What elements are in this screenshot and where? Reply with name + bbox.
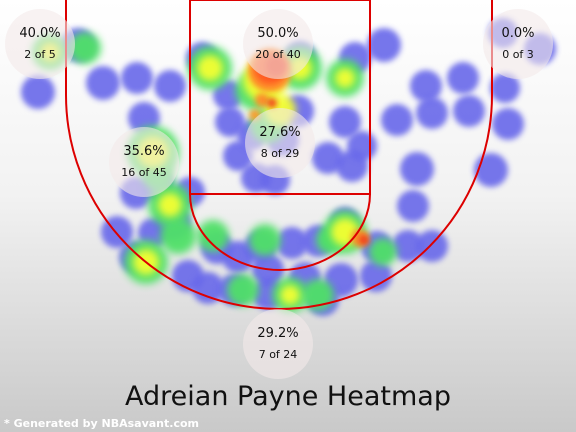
zone-count: 7 of 24 bbox=[259, 348, 298, 361]
heat-blob-mid bbox=[197, 220, 229, 252]
zone-bubble bbox=[245, 108, 315, 178]
heat-blob-low bbox=[492, 108, 524, 140]
zone-bubble bbox=[243, 309, 313, 379]
heat-blob-mid bbox=[369, 238, 397, 266]
zone-bubble bbox=[109, 127, 179, 197]
heat-blob-low bbox=[367, 28, 401, 62]
heat-blob-high bbox=[335, 68, 355, 88]
heat-blob-low bbox=[416, 97, 448, 129]
heat-blob-high bbox=[197, 55, 223, 81]
heat-blob-low bbox=[276, 227, 308, 259]
chart-title: Adreian Payne Heatmap bbox=[125, 381, 451, 412]
zone-above-break-three: 29.2% 7 of 24 bbox=[243, 309, 313, 379]
heat-blob-low bbox=[192, 272, 224, 304]
paint-rectangle bbox=[189, 0, 371, 195]
zone-count: 20 of 40 bbox=[255, 48, 301, 61]
heat-blob-low bbox=[215, 107, 245, 137]
heat-blob-low bbox=[416, 230, 448, 262]
heat-blob-mid bbox=[69, 32, 101, 64]
heat-blob-low bbox=[392, 230, 424, 262]
heat-blob-hot bbox=[359, 235, 369, 245]
zone-mid-range-left: 35.6% 16 of 45 bbox=[109, 127, 179, 197]
heat-blob-low bbox=[121, 62, 153, 94]
heat-blob-mid bbox=[160, 218, 196, 254]
zone-count: 2 of 5 bbox=[24, 48, 56, 61]
court-lines bbox=[65, 0, 493, 310]
zone-bubble bbox=[5, 9, 75, 79]
zone-count: 16 of 45 bbox=[121, 166, 167, 179]
zone-percentage: 50.0% bbox=[257, 26, 298, 41]
heat-blob-mid bbox=[227, 274, 259, 306]
heat-blob-low bbox=[347, 131, 377, 161]
heat-blob-low bbox=[490, 73, 520, 103]
heat-blob-low bbox=[410, 70, 442, 102]
heat-blob-low bbox=[360, 260, 392, 292]
heat-blob-low bbox=[381, 104, 413, 136]
heat-blob-low bbox=[397, 190, 429, 222]
zone-left-corner-three: 40.0% 2 of 5 bbox=[5, 9, 75, 79]
zone-percentage: 27.6% bbox=[259, 125, 300, 140]
zone-percentage: 29.2% bbox=[257, 326, 298, 341]
heat-blob-hot bbox=[255, 93, 269, 107]
zone-bubble bbox=[483, 9, 553, 79]
heat-blob-mid bbox=[249, 224, 281, 256]
zone-percentage: 35.6% bbox=[123, 144, 164, 159]
heat-blob-low bbox=[447, 62, 479, 94]
heat-blob-high bbox=[158, 193, 182, 217]
zone-bubble bbox=[243, 9, 313, 79]
heat-blob-low bbox=[154, 70, 186, 102]
heat-blob-low bbox=[128, 102, 160, 134]
heat-blob-low bbox=[86, 66, 120, 100]
heat-blob-low bbox=[400, 152, 434, 186]
heat-blob-hot bbox=[267, 98, 277, 108]
generated-by-footer: * Generated by NBAsavant.com bbox=[4, 417, 199, 430]
heat-blob-low bbox=[21, 75, 55, 109]
zone-right-corner-three: 0.0% 0 of 3 bbox=[483, 9, 553, 79]
zone-paint: 50.0% 20 of 40 bbox=[243, 9, 313, 79]
zone-percentage: 0.0% bbox=[501, 26, 534, 41]
zone-percentage: 40.0% bbox=[19, 26, 60, 41]
zone-labels: 40.0% 2 of 5 50.0% 20 of 40 0.0% 0 of 3 27.6% 8… bbox=[5, 9, 553, 379]
zone-count: 0 of 3 bbox=[502, 48, 534, 61]
free-throw-arc bbox=[189, 193, 371, 271]
heat-blob-high bbox=[280, 285, 300, 305]
zone-mid-range-center: 27.6% 8 of 29 bbox=[245, 108, 315, 178]
three-point-arc bbox=[65, 94, 493, 310]
heat-blob-low bbox=[453, 95, 485, 127]
heat-blob-low bbox=[329, 106, 361, 138]
zone-count: 8 of 29 bbox=[261, 147, 300, 160]
